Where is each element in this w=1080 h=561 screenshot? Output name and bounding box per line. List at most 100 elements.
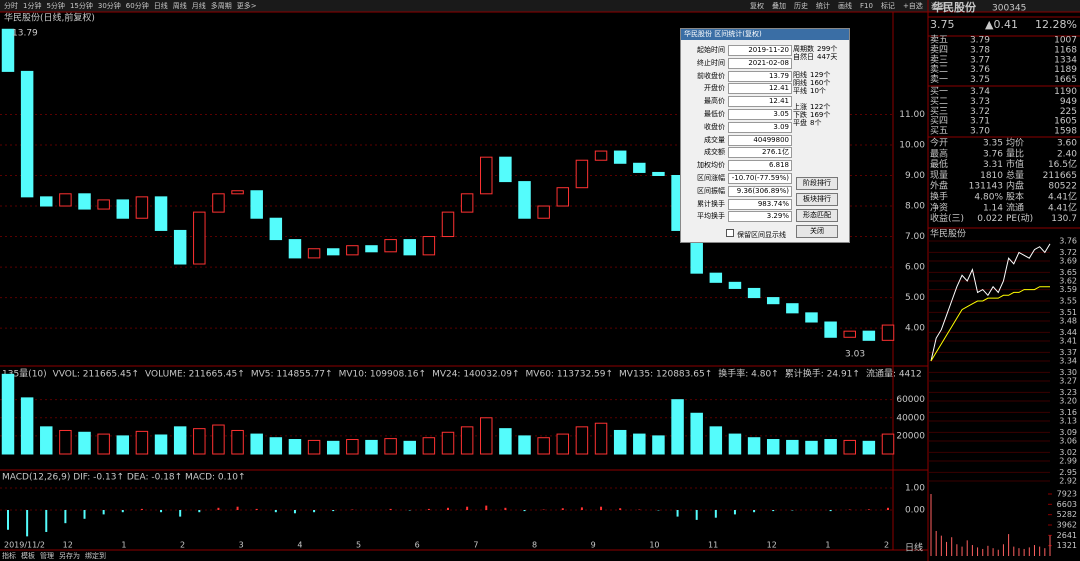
- tool-button[interactable]: +自选: [903, 1, 923, 10]
- field-label: 终止时间: [697, 58, 725, 67]
- field-label: 区间振幅: [697, 186, 725, 195]
- field-value: -10.70(-77.59%): [728, 173, 792, 184]
- stock-code: 300345: [992, 4, 1026, 14]
- stat-label: 外盘: [930, 180, 948, 192]
- volume-bar: [709, 426, 723, 455]
- indicator-label: MV135: 120883.65↑: [619, 370, 712, 380]
- book-volume: 1598: [1054, 127, 1077, 137]
- volume-bar: [384, 438, 397, 455]
- dialog-button[interactable]: 形态匹配: [796, 209, 838, 222]
- candle: [1, 28, 15, 72]
- period-tab[interactable]: 60分钟: [126, 1, 149, 10]
- candle: [40, 196, 53, 207]
- candle: [97, 199, 110, 210]
- field-row: 平均换手 3.29%: [683, 211, 793, 223]
- field-label: 开盘价: [704, 84, 725, 93]
- y-tick-label: 5.00: [905, 293, 925, 303]
- book-volume: 1334: [1054, 55, 1077, 65]
- y-tick-label: 1.00: [905, 484, 925, 494]
- candle: [728, 281, 742, 289]
- bottom-tab[interactable]: 管理: [40, 551, 54, 560]
- indicator-label: 135量(10): [2, 369, 47, 380]
- y-tick-label: 3.65: [1059, 268, 1077, 277]
- volume-bar: [460, 426, 474, 455]
- field-row: 加权均价 6.818: [683, 160, 793, 172]
- period-tab[interactable]: 30分钟: [98, 1, 121, 10]
- tool-button[interactable]: 返回: [931, 2, 945, 10]
- y-tick-label: 3.59: [1059, 285, 1077, 294]
- book-label: 卖四: [930, 44, 948, 55]
- bottom-tab[interactable]: 绑定到: [85, 551, 106, 560]
- period-tab[interactable]: 日线: [154, 1, 168, 10]
- tool-button[interactable]: F10: [860, 2, 873, 10]
- stat-label: 流通: [1006, 201, 1024, 213]
- stat-value: 3.35: [983, 139, 1003, 149]
- book-label: 买一: [930, 86, 948, 97]
- tool-button[interactable]: 历史: [794, 1, 808, 10]
- count-label: 上涨: [793, 103, 807, 111]
- field-row: 开盘价 12.41: [683, 83, 793, 95]
- period-tab[interactable]: 月线: [192, 1, 206, 10]
- volume-bar: [805, 440, 818, 455]
- candle: [441, 211, 455, 238]
- field-value: 40499800: [728, 134, 792, 146]
- candle: [59, 193, 72, 207]
- volume-bar: [766, 439, 780, 455]
- tool-button[interactable]: 画线: [838, 1, 852, 10]
- checkbox[interactable]: 保留区间显示线: [726, 229, 786, 240]
- x-tick-label: 10: [649, 541, 659, 550]
- period-tab[interactable]: 5分钟: [46, 1, 64, 10]
- count-item: 上涨 122个: [793, 103, 830, 111]
- volume-bar: [250, 433, 263, 455]
- candle: [154, 196, 168, 231]
- field-value[interactable]: 2021-02-08: [728, 57, 792, 69]
- field-row: 终止时间 2021-02-08: [683, 57, 793, 69]
- tool-button[interactable]: 复权: [750, 1, 764, 10]
- volume-bar: [671, 399, 684, 455]
- book-price: 3.74: [970, 87, 990, 97]
- stat-value: 130.7: [1051, 214, 1077, 224]
- bottom-tab[interactable]: 另存为: [59, 551, 80, 560]
- stock-name: 华民股份: [932, 0, 977, 14]
- tool-button[interactable]: 标记: [881, 1, 895, 10]
- field-value: 12.41: [728, 83, 792, 95]
- stat-label: 净资: [930, 201, 948, 213]
- field-value: 983.74%: [728, 198, 792, 210]
- candle: [766, 297, 780, 305]
- period-tab[interactable]: 1分钟: [23, 1, 41, 10]
- field-value[interactable]: 2019-11-20: [728, 45, 792, 56]
- candle: [346, 245, 359, 256]
- x-tick-label: 2: [180, 541, 185, 550]
- period-tab[interactable]: 周线: [173, 1, 187, 10]
- volume-bar: [269, 437, 283, 455]
- count-label: 下跌: [793, 111, 807, 119]
- bottom-tab[interactable]: 模板: [21, 551, 35, 560]
- period-tab[interactable]: 分时: [4, 1, 18, 10]
- period-tab[interactable]: 15分钟: [70, 1, 93, 10]
- y-tick-label: 20000: [896, 431, 925, 441]
- low-label: 3.03: [845, 350, 865, 360]
- x-tick-label: 6: [415, 541, 420, 550]
- candle: [480, 156, 493, 195]
- field-row: 区间涨幅 -10.70(-77.59%): [683, 173, 793, 184]
- stat-label: PE(动): [1006, 213, 1033, 224]
- book-label: 买二: [930, 96, 948, 107]
- tool-button[interactable]: 统计: [816, 1, 830, 10]
- tool-button[interactable]: 叠加: [772, 1, 786, 10]
- volume-bar: [288, 439, 302, 455]
- period-tab[interactable]: 多周期: [211, 1, 232, 10]
- period-tab[interactable]: 更多>: [237, 1, 257, 10]
- indicator-label: MV60: 113732.59↑: [526, 370, 613, 380]
- field-label: 收盘价: [704, 122, 725, 131]
- y-tick-label: 3.76: [1059, 237, 1077, 246]
- volume-bar: [154, 434, 168, 455]
- dialog-button[interactable]: 板块排行: [796, 193, 838, 206]
- bottom-tab[interactable]: 指标: [2, 551, 16, 560]
- dialog-button[interactable]: 关闭: [796, 225, 838, 238]
- dialog-button[interactable]: 阶段排行: [796, 177, 838, 190]
- volume-bar: [881, 433, 895, 455]
- field-value: 12.41: [728, 96, 792, 108]
- y-tick-label: 2.99: [1059, 457, 1077, 466]
